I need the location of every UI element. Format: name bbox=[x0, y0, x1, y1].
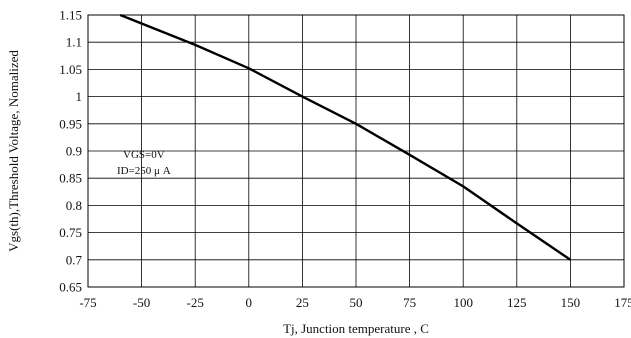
annotation-vgs: VGS=0V bbox=[123, 149, 165, 161]
y-tick-label: 0.9 bbox=[66, 144, 82, 159]
annotation-id: ID=250 μ A bbox=[117, 165, 171, 177]
y-tick-label: 0.7 bbox=[66, 252, 83, 267]
x-tick-label: 175 bbox=[614, 295, 631, 310]
y-tick-label: 0.75 bbox=[59, 225, 82, 240]
y-tick-labels: 0.65 0.7 0.75 0.8 0.85 0.9 0.95 1 1.05 1.1 1.15 bbox=[59, 8, 82, 295]
x-axis-title: Tj, Junction temperature , C bbox=[283, 321, 429, 336]
y-tick-label: 1 bbox=[76, 89, 83, 104]
x-tick-label: 125 bbox=[507, 295, 527, 310]
x-tick-label: -25 bbox=[187, 295, 204, 310]
y-tick-label: 0.85 bbox=[59, 171, 82, 186]
x-tick-label: -50 bbox=[133, 295, 150, 310]
y-tick-label: 1.1 bbox=[66, 35, 82, 50]
y-tick-label: 0.65 bbox=[59, 280, 82, 295]
y-tick-label: 1.15 bbox=[59, 8, 82, 23]
x-tick-label: 150 bbox=[561, 295, 581, 310]
y-tick-label: 0.95 bbox=[59, 116, 82, 131]
x-tick-label: 100 bbox=[453, 295, 473, 310]
x-tick-label: 0 bbox=[246, 295, 253, 310]
x-tick-labels: -75 -50 -25 0 25 50 75 100 125 150 175 bbox=[79, 295, 631, 310]
y-axis-title: Vgs(th),Threshold Voltage, Nomalized bbox=[6, 50, 21, 252]
x-tick-label: -75 bbox=[79, 295, 96, 310]
x-tick-label: 25 bbox=[296, 295, 309, 310]
y-tick-label: 0.8 bbox=[66, 198, 82, 213]
series-line bbox=[119, 13, 572, 261]
x-tick-label: 50 bbox=[350, 295, 363, 310]
x-tick-label: 75 bbox=[403, 295, 416, 310]
grid bbox=[87, 14, 625, 288]
y-tick-label: 1.05 bbox=[59, 62, 82, 77]
plot-frame bbox=[87, 14, 625, 288]
